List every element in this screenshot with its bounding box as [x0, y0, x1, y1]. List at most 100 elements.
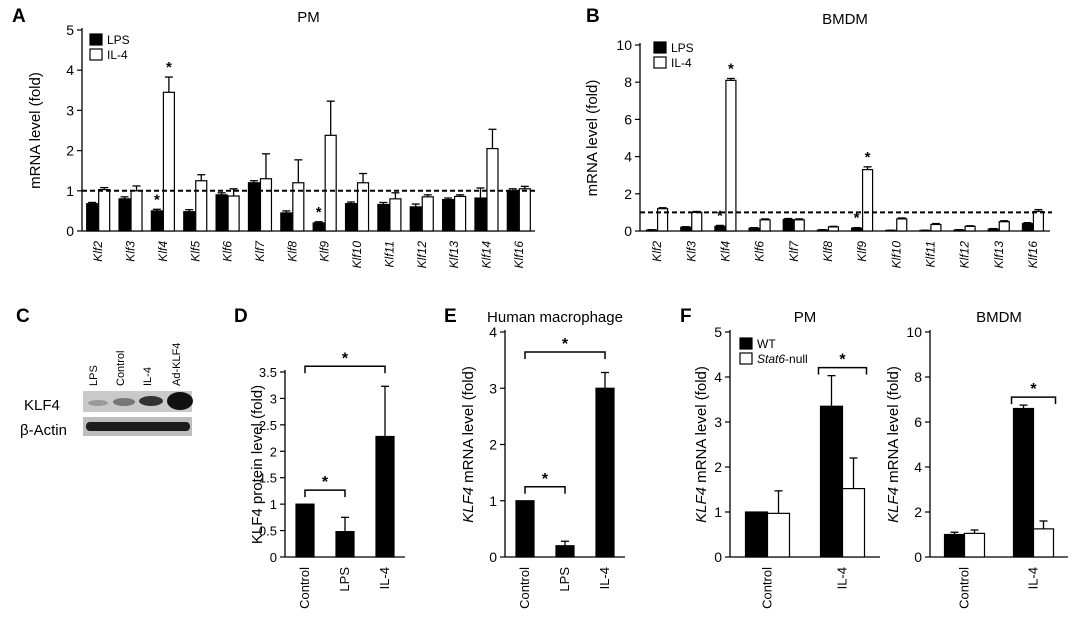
panel-c: C LPS Control IL-4 Ad-KLF4 KLF4 β-Actin [16, 306, 193, 439]
y-tick-label: 4 [66, 62, 74, 78]
x-tick-label: Klf12 [415, 241, 429, 269]
significance-star: * [166, 59, 172, 76]
x-tick-label: IL-4 [597, 567, 612, 589]
y-tick-label: 5 [714, 324, 722, 340]
bar [162, 91, 175, 232]
blot-band-klf4-control [113, 398, 135, 406]
y-axis-label-italic: KLF4 [885, 487, 902, 523]
bar [850, 227, 863, 232]
panel-label: B [586, 6, 600, 27]
bar [725, 79, 737, 232]
legend-label-italic: Stat6 [757, 352, 785, 366]
y-tick-label: 8 [914, 369, 922, 385]
x-tick-label: Klf4 [156, 241, 170, 262]
bracket-star: * [839, 352, 846, 369]
chart-f-4: F PM 0 1 2 3 4 5 KLF4 mRNA level (fold) Control IL… [680, 306, 880, 609]
bar [215, 194, 228, 232]
bar [150, 210, 163, 232]
lane-label-ad-klf4: Ad-KLF4 [171, 343, 183, 386]
blot-row-label-actin: β-Actin [20, 422, 67, 439]
bar [943, 533, 966, 558]
bar [841, 488, 866, 558]
y-axis-label-italic: KLF4 [693, 487, 710, 523]
y-tick-label: 0 [66, 223, 74, 239]
legend-label: IL-4 [671, 56, 692, 70]
x-tick-label: Klf10 [350, 241, 364, 269]
bar [227, 195, 240, 232]
bar [1032, 528, 1055, 558]
x-tick-label: Klf11 [923, 241, 937, 267]
y-tick-label: 1 [270, 497, 277, 512]
x-tick-label: Klf7 [787, 240, 801, 262]
bar [389, 198, 402, 232]
y-axis-label-rest: mRNA level (fold) [885, 366, 902, 487]
lane-label-control: Control [115, 351, 127, 386]
bar [375, 435, 395, 558]
y-tick-label: 3 [489, 380, 497, 396]
bar [930, 223, 942, 232]
x-tick-label: IL-4 [835, 567, 850, 589]
bracket-star: * [542, 471, 549, 488]
legend-label: WT [757, 337, 776, 351]
bar [506, 190, 519, 232]
x-tick-label: Klf13 [447, 241, 461, 269]
x-tick-label: Klf11 [382, 241, 396, 267]
bar [335, 531, 355, 558]
y-tick-label: 3 [270, 391, 277, 406]
significance-star: * [717, 207, 723, 224]
bar [827, 226, 840, 232]
bar [793, 219, 805, 232]
x-tick-label: LPS [557, 567, 572, 592]
y-axis-label: mRNA level (fold) [584, 80, 601, 197]
y-axis-label: KLF4 mRNA level (fold) [693, 366, 710, 523]
x-tick-label: Klf10 [889, 241, 903, 269]
legend-label: LPS [671, 41, 694, 55]
x-tick-label: Klf4 [718, 241, 732, 262]
significance-bracket [304, 365, 386, 374]
chart-title: PM [297, 9, 320, 26]
bar [118, 198, 131, 232]
charts: A PM 0 1 2 3 4 5 mRNA level (fold) Klf2 Klf3 * * Klf4… [12, 6, 1068, 609]
bar [748, 227, 760, 232]
x-tick-label: IL-4 [1026, 567, 1041, 589]
x-tick-label: Control [957, 567, 972, 609]
bar [442, 199, 455, 232]
bar [295, 503, 315, 558]
x-tick-label: Klf13 [992, 241, 1006, 269]
y-axis-label: mRNA level (fold) [27, 72, 44, 189]
bar [987, 228, 999, 232]
bar [691, 211, 703, 232]
y-tick-label: 0.5 [259, 524, 277, 539]
chart-b-1: B BMDM 0 2 4 6 8 10 mRNA level (fold) Klf2 Klf3 * * K… [584, 6, 1052, 268]
x-tick-label: Control [760, 567, 775, 609]
legend-swatch [653, 56, 667, 69]
y-tick-label: 1 [714, 504, 722, 520]
y-tick-label: 1 [489, 493, 497, 509]
y-tick-label: 3 [66, 102, 74, 118]
y-tick-label: 4 [489, 324, 497, 340]
y-tick-label: 0 [270, 550, 277, 565]
x-tick-label: Control [517, 567, 532, 609]
y-tick-label: 2 [489, 437, 497, 453]
chart-title: BMDM [822, 11, 868, 28]
bar [280, 212, 293, 232]
bar [344, 203, 358, 232]
legend-label: IL-4 [107, 48, 128, 62]
bar [861, 169, 874, 232]
x-tick-label: Klf5 [188, 241, 202, 262]
chart-bmdm-5: BMDM 0 2 4 6 8 10 KLF4 mRNA level (fold) Control… [885, 309, 1068, 609]
y-tick-label: 5 [66, 22, 74, 38]
panel-label: D [234, 306, 248, 327]
legend-label: LPS [107, 33, 130, 47]
x-tick-label: Klf8 [821, 241, 835, 262]
chart-title: PM [794, 309, 817, 326]
y-tick-label: 6 [624, 111, 632, 127]
legend-swatch [653, 41, 667, 54]
y-axis-label: KLF4 protein level (fold) [249, 385, 266, 544]
lane-label-lps: LPS [88, 365, 100, 386]
chart-a-0: A PM 0 1 2 3 4 5 mRNA level (fold) Klf2 Klf3 * * Klf4… [12, 6, 537, 268]
bar [782, 218, 794, 232]
legend-label-rest: -null [785, 352, 808, 366]
bar [486, 147, 499, 232]
bar [377, 203, 390, 232]
